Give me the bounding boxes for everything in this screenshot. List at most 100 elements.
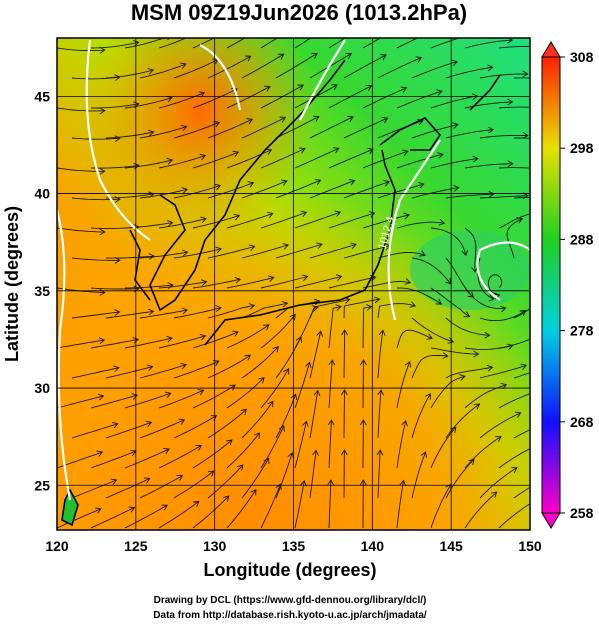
- streamline: [513, 196, 530, 199]
- streamline: [513, 77, 530, 79]
- streamline: [158, 91, 206, 109]
- streamline: [498, 338, 530, 349]
- streamline: [105, 364, 154, 379]
- streamline: [513, 486, 530, 499]
- streamline: [260, 313, 296, 349]
- streamline: [464, 382, 508, 409]
- streamline: [260, 483, 282, 529]
- streamline: [362, 38, 382, 49]
- y-tick-label: 25: [34, 477, 50, 493]
- streamline: [294, 305, 319, 349]
- streamline: [173, 305, 222, 319]
- streamline: [411, 59, 458, 79]
- streamline: [362, 278, 412, 289]
- streamline: [498, 503, 530, 529]
- streamline: [479, 411, 522, 439]
- streamline: [139, 418, 186, 439]
- streamline: [445, 364, 494, 379]
- streamline: [158, 444, 203, 469]
- streamline: [260, 274, 309, 289]
- streamline: [464, 436, 502, 469]
- streamline: [226, 211, 274, 229]
- streamline: [343, 296, 381, 319]
- streamline: [192, 276, 242, 289]
- streamline: [359, 419, 367, 468]
- streamline: [90, 506, 136, 529]
- streamline: [430, 155, 479, 169]
- title: MSM 09Z19Jun2026 (1013.2hPa): [131, 0, 467, 25]
- colorbar-tick-label: 268: [570, 414, 594, 430]
- streamline: [192, 330, 239, 349]
- streamline: [260, 147, 306, 169]
- streamline: [430, 93, 479, 109]
- streamline: [260, 84, 304, 109]
- streamline: [445, 190, 495, 199]
- streamline: [340, 449, 348, 498]
- streamline: [139, 475, 184, 499]
- streamline: [362, 86, 408, 109]
- streamline: [430, 287, 471, 318]
- streamline: [124, 447, 170, 469]
- colorbar-tick-label: 288: [570, 231, 594, 247]
- streamline: [241, 116, 287, 139]
- streamline: [57, 227, 106, 236]
- streamline: [396, 152, 444, 169]
- streamline: [275, 115, 320, 139]
- streamline: [71, 421, 119, 439]
- streamline: [328, 304, 342, 349]
- streamline: [124, 335, 173, 349]
- streamline: [294, 420, 309, 469]
- plot-frame: [56, 37, 531, 531]
- y-axis-label: Latitude (degrees): [2, 206, 22, 362]
- streamline: [445, 403, 481, 439]
- streamline: [498, 46, 530, 49]
- streamline: [430, 227, 469, 257]
- streamline: [362, 149, 409, 169]
- streamline: [430, 347, 480, 358]
- streamline: [411, 317, 455, 344]
- streamline: [158, 500, 200, 529]
- streamline: [173, 183, 222, 199]
- streamline: [328, 84, 373, 109]
- streamline: [124, 391, 172, 409]
- streamline: [498, 213, 530, 229]
- x-axis-label: Longitude (degrees): [203, 560, 376, 580]
- coastline: [61, 59, 501, 527]
- streamline: [226, 488, 257, 529]
- streamline: [124, 157, 174, 169]
- x-tick-label: 125: [124, 538, 148, 554]
- streamline: [396, 218, 446, 229]
- streamline: [57, 507, 102, 529]
- streamline: [275, 178, 322, 199]
- streamline: [71, 365, 120, 379]
- streamline: [207, 354, 252, 379]
- streamline: [241, 400, 274, 439]
- streamline: [294, 361, 312, 409]
- streamline: [158, 38, 188, 49]
- streamline: [464, 491, 498, 529]
- x-tick-label: 120: [45, 538, 69, 554]
- streamline: [294, 274, 343, 289]
- streamline: [360, 359, 367, 408]
- streamline: [506, 217, 524, 259]
- streamline: [105, 308, 155, 319]
- streamline: [396, 89, 443, 109]
- streamline: [479, 309, 527, 322]
- streamline: [309, 242, 357, 259]
- streamline: [376, 449, 384, 499]
- footer-line: Data from http://database.rish.kyoto-u.a…: [153, 610, 427, 621]
- streamline: [71, 478, 118, 499]
- streamline: [327, 419, 335, 469]
- streamline: [396, 419, 408, 469]
- streamline: [226, 376, 265, 409]
- streamline: [105, 67, 155, 79]
- x-tick-label: 135: [282, 538, 306, 554]
- streamline: [341, 389, 348, 438]
- streamline: [309, 449, 319, 499]
- streamline: [309, 389, 321, 439]
- streamline: [445, 64, 494, 79]
- streamline: [105, 253, 155, 260]
- streamline: [445, 126, 495, 139]
- streamline: [226, 275, 275, 289]
- streamline: [241, 243, 290, 259]
